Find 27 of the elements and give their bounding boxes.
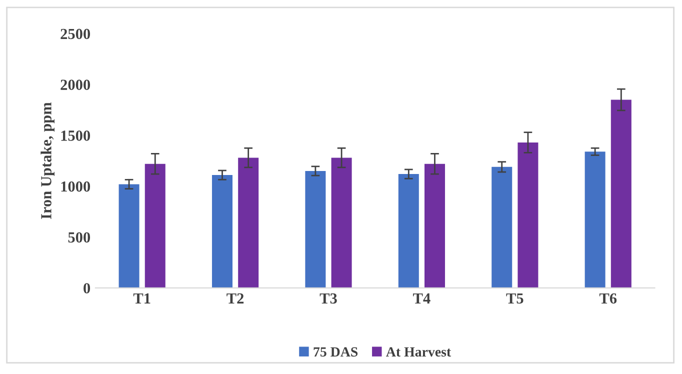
- x-tick-label: T3: [320, 293, 337, 304]
- bar: [118, 184, 140, 288]
- y-axis-title: Iron Uptake, ppm: [40, 102, 55, 219]
- y-tick-label: 2500: [60, 28, 90, 40]
- x-tick-label: T5: [506, 293, 524, 304]
- y-tick-label: 2000: [60, 80, 90, 90]
- bar: [238, 158, 259, 288]
- x-tick-label: T1: [133, 293, 150, 304]
- y-tick-label: 1500: [61, 130, 90, 141]
- bar: [518, 142, 538, 288]
- bar: [212, 175, 232, 288]
- bar: [492, 166, 512, 288]
- bar: [584, 152, 606, 288]
- y-tick-label: 500: [68, 232, 90, 243]
- bar: [610, 100, 632, 288]
- bar: [424, 164, 446, 288]
- bar: [305, 170, 326, 288]
- y-tick-label: 0: [84, 283, 90, 294]
- legend-label: At Harvest: [386, 347, 452, 357]
- y-tick-label: 1000: [61, 181, 90, 192]
- x-tick-label: T6: [599, 293, 617, 304]
- x-tick-label: T4: [413, 293, 430, 304]
- bar: [398, 174, 419, 288]
- x-tick-label: T2: [226, 293, 244, 304]
- bar: [144, 164, 166, 288]
- bar: [331, 158, 352, 288]
- legend-label: 75 DAS: [314, 347, 358, 357]
